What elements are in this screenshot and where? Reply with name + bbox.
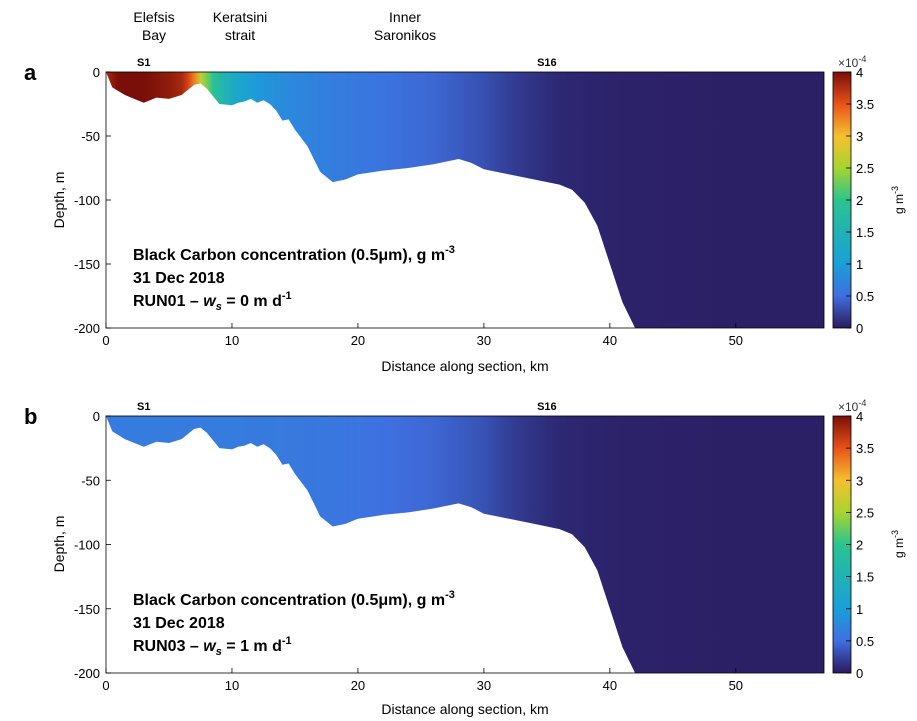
panel-a-plot-area — [105, 71, 825, 329]
panel-b-station-labels: S1 S16 — [137, 401, 557, 413]
panel-b-x-axis: 0 10 20 30 40 50 Distance along section, km — [102, 668, 743, 717]
header-labels: Elefsis Bay Keratsini strait Inner Saron… — [133, 9, 436, 43]
panel-a-annotation: Black Carbon concentration (0.5μm), g m-… — [133, 244, 455, 313]
panel-b-colorbar-tick-label: 3.5 — [856, 441, 874, 456]
panel-b-colorbar-tick-label: 0 — [856, 666, 863, 681]
panel-b-ytick-label: -200 — [74, 666, 100, 681]
panel-a-annotation-line1: Black Carbon concentration (0.5μm), g m-… — [133, 244, 455, 264]
panel-a-ylabel: Depth, m — [51, 172, 67, 229]
panel-a-ytick-label: -200 — [74, 321, 100, 336]
panel-b-colorbar-tick-label: 0.5 — [856, 634, 874, 649]
panel-a-xtick-label: 0 — [102, 333, 109, 348]
panel-a-ytick-label: 0 — [93, 65, 100, 80]
panel-a-colorbar-tick-label: 3 — [856, 129, 863, 144]
panel-a-annotation-line2: 31 Dec 2018 — [133, 270, 225, 287]
panel-a-colorbar-tick-label: 1.5 — [856, 225, 874, 240]
panel-b-xtick-label: 10 — [225, 678, 239, 693]
panel-b-colorbar-label: g m-3 — [890, 530, 906, 558]
panel-b-xtick-label: 0 — [102, 678, 109, 693]
panel-a-colorbar-multiplier: ×10-4 — [838, 54, 866, 70]
panel-b-ylabel: Depth, m — [51, 516, 67, 573]
panel-b-ytick-label: 0 — [93, 409, 100, 424]
panel-a-station-s16: S16 — [537, 57, 557, 69]
panel-b-xtick-label: 20 — [351, 678, 365, 693]
panel-a-xlabel: Distance along section, km — [381, 358, 548, 374]
panel-b-annotation-line2: 31 Dec 2018 — [133, 615, 225, 632]
panel-b-station-s1: S1 — [137, 401, 150, 413]
panel-b: b S1 S16 0 10 20 30 40 50 Distance along sect… — [24, 398, 906, 717]
panel-a-x-axis: 0 10 20 30 40 50 Distance along section, km — [102, 323, 743, 374]
panel-a-ytick-label: -50 — [81, 129, 100, 144]
panel-b-colorbar-tick-label: 3 — [856, 473, 863, 488]
panel-b-colorbar-tick-label: 2.5 — [856, 505, 874, 520]
panel-a-xtick-label: 50 — [729, 333, 743, 348]
panel-a: a S1 S16 0 10 20 30 40 50 Distance along sect… — [24, 54, 906, 374]
panel-a-y-axis: 0 -50 -100 -150 -200 Depth, m — [51, 65, 111, 336]
panel-b-annotation-line1: Black Carbon concentration (0.5μm), g m-… — [133, 589, 455, 609]
panel-b-colorbar-tick-label: 1.5 — [856, 570, 874, 585]
panel-b-seafloor-mask — [106, 416, 824, 673]
panel-a-colorbar-tick-label: 1 — [856, 257, 863, 272]
panel-a-colorbar-tick-label: 0 — [856, 321, 863, 336]
panel-b-xlabel: Distance along section, km — [381, 701, 548, 717]
panel-b-xtick-label: 50 — [729, 678, 743, 693]
header-elefsis-line1: Elefsis — [133, 9, 174, 25]
panel-a-ytick-label: -150 — [74, 257, 100, 272]
panel-a-colorbar-tick-label: 4 — [856, 65, 863, 80]
panel-b-colorbar-multiplier: ×10-4 — [838, 398, 866, 414]
panel-b-annotation-line3: RUN03 – ws = 1 m d-1 — [133, 635, 292, 658]
panel-a-colorbar-tick-label: 3.5 — [856, 97, 874, 112]
panel-a-colorbar: 0 0.5 1 1.5 2 2.5 3 3.5 4 ×10-4 g m-3 — [832, 54, 906, 336]
panel-a-xtick-label: 40 — [603, 333, 617, 348]
panel-a-xtick-label: 20 — [351, 333, 365, 348]
panel-b-colorbar-tick-label: 4 — [856, 409, 863, 424]
panel-b-xtick-label: 30 — [477, 678, 491, 693]
panel-a-annotation-line3: RUN01 – ws = 0 m d-1 — [133, 290, 292, 313]
panel-b-y-axis: 0 -50 -100 -150 -200 Depth, m — [51, 409, 111, 681]
panel-a-label: a — [24, 60, 37, 85]
panel-b-colorbar: 0 0.5 1 1.5 2 2.5 3 3.5 4 ×10-4 g m-3 — [832, 398, 906, 681]
panel-a-ytick-label: -100 — [74, 193, 100, 208]
panel-a-xtick-label: 10 — [225, 333, 239, 348]
panel-b-ytick-label: -100 — [74, 538, 100, 553]
panel-b-xtick-label: 40 — [603, 678, 617, 693]
panel-a-colorbar-tick-label: 0.5 — [856, 289, 874, 304]
panel-a-xtick-label: 30 — [477, 333, 491, 348]
panel-a-colorbar-tick-label: 2.5 — [856, 161, 874, 176]
header-keratsini-line1: Keratsini — [213, 9, 267, 25]
panel-b-ytick-label: -50 — [81, 473, 100, 488]
panel-a-colorbar-tick-label: 2 — [856, 193, 863, 208]
panel-b-station-s16: S16 — [537, 401, 557, 413]
panel-b-colorbar-tick-label: 2 — [856, 538, 863, 553]
header-keratsini-line2: strait — [225, 27, 255, 43]
panel-a-colorbar-label: g m-3 — [890, 186, 906, 214]
panel-a-seafloor-mask — [106, 72, 824, 328]
header-elefsis-line2: Bay — [142, 27, 166, 43]
panel-a-station-s1: S1 — [137, 57, 150, 69]
header-saronikos-line2: Saronikos — [374, 27, 436, 43]
panel-b-annotation: Black Carbon concentration (0.5μm), g m-… — [133, 589, 455, 658]
panel-b-ytick-label: -150 — [74, 602, 100, 617]
panel-a-station-labels: S1 S16 — [137, 57, 557, 69]
panel-b-plot-area — [105, 415, 825, 674]
header-saronikos-line1: Inner — [389, 9, 421, 25]
panel-b-label: b — [24, 404, 37, 429]
panel-b-colorbar-tick-label: 1 — [856, 602, 863, 617]
